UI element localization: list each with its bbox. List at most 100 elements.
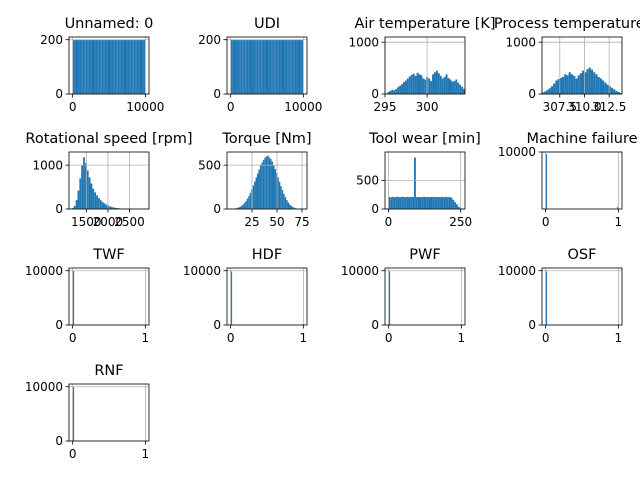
bar-rotational-speed-rpm-14 xyxy=(97,198,100,209)
bar-air-temperature-k-39 xyxy=(463,88,465,94)
bar-torque-nm-24 xyxy=(265,156,268,209)
x-tick-label-machine-failure-1: 1 xyxy=(615,215,623,229)
bar-udi-22 xyxy=(262,39,265,94)
bar-tool-wear-min-32 xyxy=(446,197,449,209)
y-tick-label-udi-0: 0 xyxy=(213,87,221,101)
bar-torque-nm-4 xyxy=(236,207,239,209)
chart-title-udi: UDI xyxy=(254,16,280,32)
bar-process-temperature-k-24 xyxy=(595,74,598,94)
bar-unnamed-0-11 xyxy=(88,39,91,94)
bar-unnamed-0-23 xyxy=(106,39,108,94)
bar-unnamed-0-24 xyxy=(107,39,109,94)
bar-air-temperature-k-11 xyxy=(408,76,411,94)
axes-frame-twf xyxy=(68,267,150,326)
bar-unnamed-0-2 xyxy=(75,39,77,94)
bar-air-temperature-k-25 xyxy=(435,70,438,94)
bar-tool-wear-min-15 xyxy=(415,197,418,209)
bar-unnamed-0-45 xyxy=(138,39,140,94)
bar-tool-wear-min-3 xyxy=(393,197,396,209)
bar-torque-nm-17 xyxy=(255,177,258,209)
chart-twf: 0 1 0 10000 TWF xyxy=(25,247,150,345)
bar-rotational-speed-rpm-6 xyxy=(83,157,85,209)
bar-air-temperature-k-35 xyxy=(455,79,458,94)
bar-pwf-0 xyxy=(388,271,391,325)
chart-air-temperature-k: 295 300 0 1000 Air temperature [K] xyxy=(348,16,495,114)
bar-torque-nm-41 xyxy=(290,205,292,209)
bar-udi-9 xyxy=(243,39,246,94)
bar-unnamed-0-47 xyxy=(141,39,143,94)
y-tick-label-unnamed-0-0: 0 xyxy=(55,87,63,101)
bar-torque-nm-37 xyxy=(284,197,287,209)
bar-process-temperature-k-4 xyxy=(550,86,554,94)
chart-title-osf: OSF xyxy=(568,247,597,263)
bar-udi-48 xyxy=(300,39,302,94)
bar-tool-wear-min-11 xyxy=(408,197,411,209)
bar-udi-45 xyxy=(296,39,298,94)
bar-air-temperature-k-31 xyxy=(447,77,450,94)
bar-unnamed-0-5 xyxy=(79,39,82,94)
axes-frame-osf xyxy=(541,267,623,326)
bar-udi-36 xyxy=(283,39,285,94)
bar-torque-nm-7 xyxy=(240,205,243,209)
x-tick-label-rotational-speed-rpm-2: 2500 xyxy=(114,215,145,229)
bar-torque-nm-8 xyxy=(242,204,244,209)
y-tick-label-rotational-speed-rpm-1: 1000 xyxy=(32,158,63,172)
y-tick-label-osf-0: 0 xyxy=(528,318,536,332)
chart-title-rnf: RNF xyxy=(94,363,123,379)
bar-tool-wear-min-7 xyxy=(401,196,404,209)
bar-udi-32 xyxy=(277,39,279,94)
bar-unnamed-0-44 xyxy=(136,39,139,94)
y-tick-label-twf-0: 0 xyxy=(55,318,63,332)
bar-udi-8 xyxy=(242,39,244,94)
bar-air-temperature-k-15 xyxy=(416,72,419,94)
bar-udi-47 xyxy=(299,39,301,94)
bar-unnamed-0-3 xyxy=(77,39,79,94)
bar-torque-nm-28 xyxy=(271,161,274,209)
bar-udi-41 xyxy=(290,39,292,94)
bar-air-temperature-k-19 xyxy=(424,79,427,94)
bar-process-temperature-k-28 xyxy=(604,82,607,94)
bar-udi-33 xyxy=(278,39,281,94)
bar-torque-nm-23 xyxy=(264,157,266,209)
x-tick-label-hdf-0: 0 xyxy=(227,331,235,345)
bar-rotational-speed-rpm-10 xyxy=(90,183,93,209)
bar-torque-nm-21 xyxy=(261,162,263,209)
bar-tool-wear-min-21 xyxy=(426,196,429,209)
bar-tool-wear-min-35 xyxy=(452,199,455,209)
x-tick-label-tool-wear-min-0: 0 xyxy=(385,215,393,229)
bar-udi-18 xyxy=(256,39,259,94)
bar-udi-35 xyxy=(281,39,283,94)
bar-unnamed-0-14 xyxy=(93,39,95,94)
bar-udi-30 xyxy=(274,39,276,94)
bar-torque-nm-42 xyxy=(291,206,294,209)
y-tick-label-rotational-speed-rpm-0: 0 xyxy=(55,202,63,216)
x-tick-label-pwf-1: 1 xyxy=(458,331,466,345)
bar-process-temperature-k-15 xyxy=(575,78,578,94)
bar-rotational-speed-rpm-21 xyxy=(110,207,113,209)
bar-torque-nm-39 xyxy=(287,202,290,209)
bar-process-temperature-k-34 xyxy=(617,91,620,94)
bar-air-temperature-k-5 xyxy=(397,87,400,94)
x-tick-label-hdf-1: 1 xyxy=(300,331,308,345)
bar-unnamed-0-17 xyxy=(97,39,99,94)
bar-process-temperature-k-2 xyxy=(546,89,549,94)
bar-unnamed-0-25 xyxy=(109,39,111,94)
bar-rotational-speed-rpm-1 xyxy=(73,205,76,209)
x-tick-label-udi-1: 10000 xyxy=(284,100,322,114)
bar-unnamed-0-7 xyxy=(82,39,85,94)
bar-process-temperature-k-17 xyxy=(579,73,582,94)
bar-torque-nm-13 xyxy=(249,192,252,209)
bar-udi-7 xyxy=(240,39,243,94)
bar-process-temperature-k-14 xyxy=(573,75,576,94)
bar-tool-wear-min-9 xyxy=(404,197,407,209)
bar-unnamed-0-46 xyxy=(139,39,141,94)
y-tick-label-process-temperature-k-1: 1000 xyxy=(505,35,536,49)
y-tick-label-tool-wear-min-1: 500 xyxy=(356,174,379,188)
x-tick-label-twf-1: 1 xyxy=(142,331,150,345)
bar-unnamed-0-33 xyxy=(120,39,123,94)
bar-unnamed-0-18 xyxy=(98,39,101,94)
chart-title-rotational-speed-rpm: Rotational speed [rpm] xyxy=(25,131,192,147)
bar-unnamed-0-43 xyxy=(135,39,137,94)
x-tick-label-rotational-speed-rpm-0: 1500 xyxy=(71,215,102,229)
